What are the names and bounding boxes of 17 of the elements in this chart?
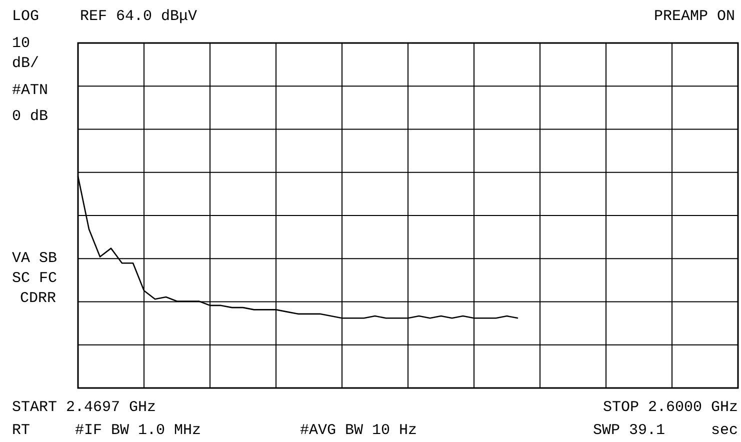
text: VA SB — [12, 250, 58, 267]
text: LOG — [12, 8, 40, 25]
text: sec — [710, 422, 738, 439]
text: dB/ — [12, 55, 40, 72]
text: PREAMP ON — [654, 8, 735, 25]
text: CDRR — [20, 290, 56, 307]
text: RT — [12, 422, 30, 439]
text: REF 64.0 dBμV — [80, 8, 198, 25]
text: 10 — [12, 35, 30, 52]
text: 0 dB — [12, 108, 48, 125]
text: SWP 39.1 — [592, 422, 665, 439]
text: #IF BW 1.0 MHz — [75, 422, 202, 439]
text: SC FC — [12, 270, 58, 287]
text: STOP 2.6000 GHz — [602, 399, 738, 416]
text: #AVG BW 10 Hz — [300, 422, 418, 439]
text: #ATN — [12, 82, 48, 99]
text: START 2.4697 GHz — [12, 399, 156, 416]
